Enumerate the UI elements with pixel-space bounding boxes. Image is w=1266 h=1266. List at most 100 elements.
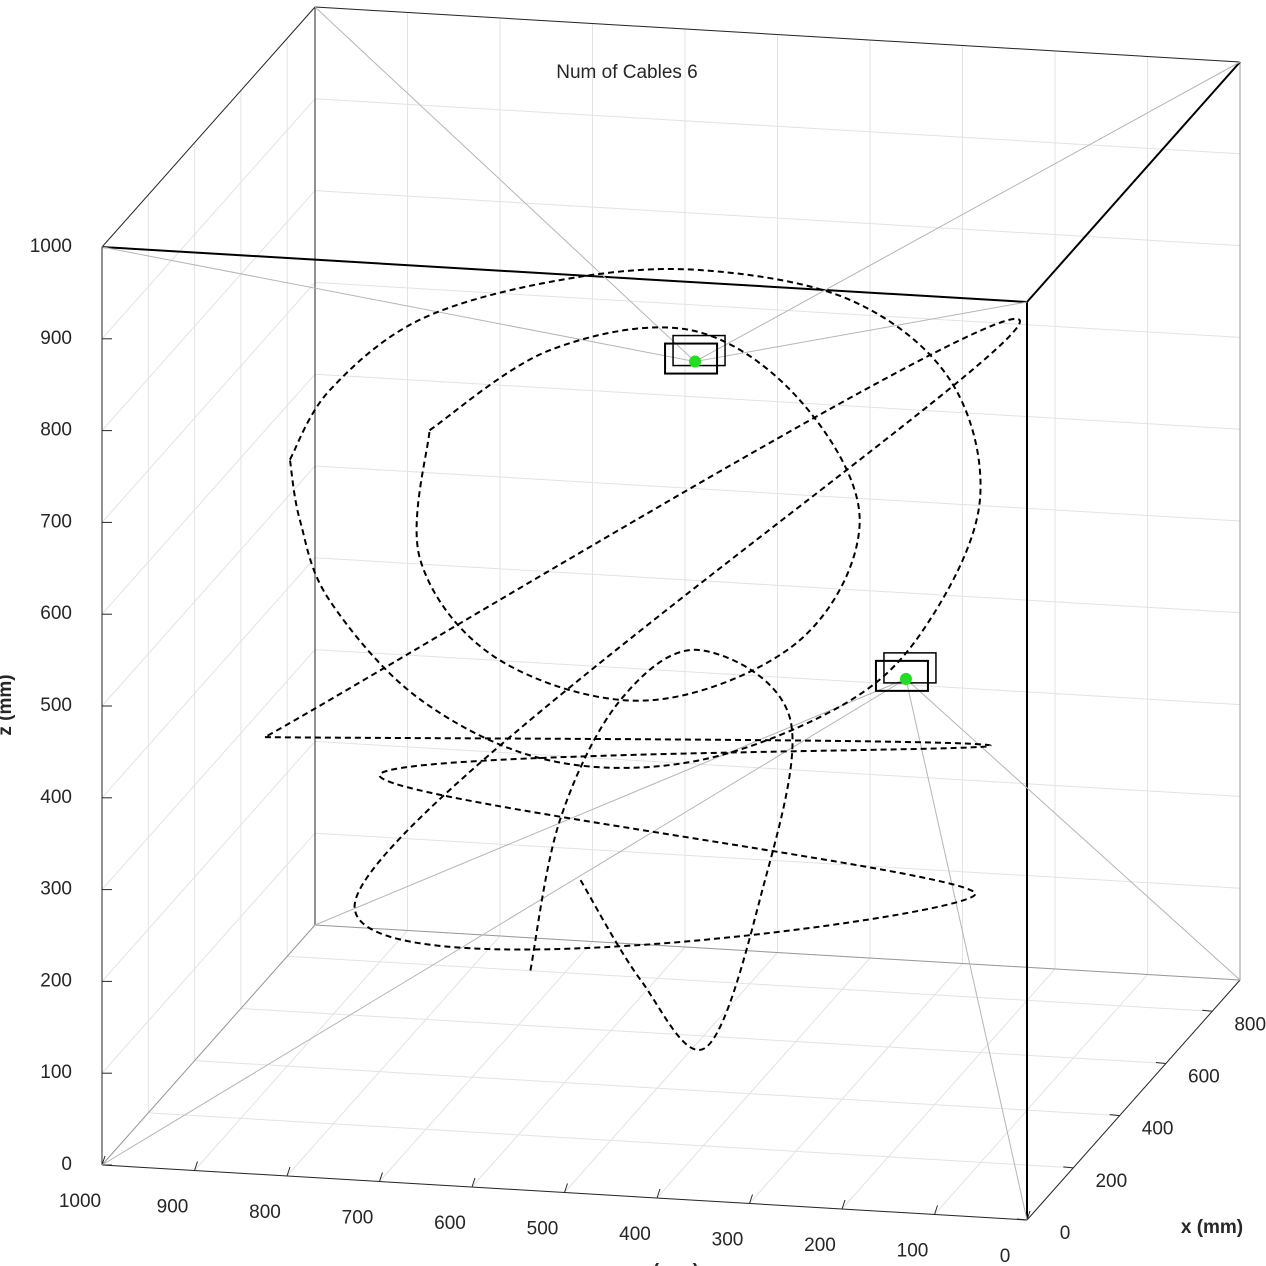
tick-mark — [286, 1166, 291, 1177]
tick-mark — [564, 1183, 568, 1193]
platform-box — [664, 342, 719, 375]
y-tick-label: 900 — [157, 1197, 189, 1218]
grid-line — [934, 974, 1148, 1215]
grid-line — [749, 963, 963, 1204]
cable-trajectory — [415, 326, 861, 702]
cable — [314, 6, 696, 362]
cable-trajectory — [288, 268, 982, 769]
grid-line — [314, 557, 1241, 614]
y-tick-label: 300 — [712, 1230, 744, 1251]
z-tick-label: 400 — [40, 787, 72, 808]
box-edge — [1026, 979, 1241, 1221]
z-tick-label: 100 — [40, 1062, 72, 1083]
cable — [694, 61, 1241, 363]
cable — [905, 678, 1241, 981]
plot-area — [101, 6, 1241, 1221]
grid-line — [101, 557, 316, 799]
y-axis-label: y (mm) — [637, 1261, 699, 1266]
cable — [314, 678, 907, 926]
grid-line — [314, 98, 1241, 155]
x-tick-label: 400 — [1142, 1119, 1174, 1140]
grid-line — [471, 946, 686, 1188]
box-edge — [314, 6, 1241, 63]
x-axis-label: x (mm) — [1181, 1217, 1243, 1238]
tick-mark — [1109, 1114, 1120, 1117]
axes-box — [101, 6, 1241, 1221]
tick-mark — [379, 1172, 383, 1182]
grid-line — [314, 740, 1241, 797]
tick-mark — [749, 1194, 753, 1204]
y-tick-label: 800 — [249, 1202, 281, 1223]
tick-mark — [1016, 1218, 1028, 1221]
cable — [694, 301, 1028, 363]
z-tick-label: 700 — [40, 511, 72, 532]
grid-line — [314, 281, 1241, 338]
box-edge — [314, 924, 1241, 981]
grid-line — [101, 649, 316, 890]
grid-line — [841, 968, 1056, 1210]
box-edge — [101, 246, 1028, 303]
tick-mark — [1026, 1210, 1031, 1221]
tick-mark — [194, 1161, 198, 1171]
box-edge — [1026, 61, 1241, 303]
tick-mark — [1202, 1009, 1213, 1012]
y-tick-label: 200 — [804, 1235, 836, 1256]
z-tick-label: 900 — [40, 328, 72, 349]
grid-line — [314, 832, 1241, 889]
z-tick-label: 1000 — [30, 236, 72, 257]
z-tick-label: 600 — [40, 603, 72, 624]
grid-line — [101, 741, 316, 982]
tick-mark — [471, 1177, 476, 1188]
cable-trajectory — [264, 317, 1021, 951]
y-tick-label: 100 — [897, 1241, 929, 1262]
x-tick-label: 800 — [1234, 1014, 1266, 1035]
tick-mark — [1063, 1166, 1074, 1169]
platform — [689, 355, 702, 368]
grid-line — [314, 649, 1241, 706]
x-tick-label: 0 — [1060, 1223, 1071, 1244]
chart-title: Num of Cables 6 — [556, 62, 698, 83]
grid-line — [101, 98, 316, 340]
y-tick-label: 400 — [619, 1224, 651, 1245]
z-tick-label: 0 — [61, 1154, 72, 1175]
y-tick-label: 0 — [1000, 1246, 1011, 1266]
cable — [905, 678, 1028, 1221]
tick-mark — [841, 1199, 846, 1210]
box-edge — [101, 924, 316, 1166]
x-tick-label: 600 — [1188, 1066, 1220, 1087]
tick-mark — [656, 1188, 661, 1199]
cable — [101, 246, 696, 363]
z-tick-label: 800 — [40, 420, 72, 441]
x-tick-label: 200 — [1095, 1171, 1127, 1192]
grid-line — [314, 465, 1241, 522]
tick-mark — [1155, 1061, 1166, 1064]
grid-line — [194, 930, 408, 1171]
grid-line — [379, 941, 593, 1182]
tick-mark — [934, 1205, 938, 1215]
platform-box — [874, 659, 929, 692]
y-tick-label: 500 — [527, 1219, 559, 1240]
grid-line — [101, 190, 316, 431]
labels: 0 100 200 300 400 500 600 700 800 900 1000 0 100 200 3… — [30, 236, 1266, 1266]
grid-line — [564, 952, 778, 1193]
y-tick-label: 600 — [434, 1213, 466, 1234]
z-tick-label: 300 — [40, 879, 72, 900]
z-tick-label: 500 — [40, 695, 72, 716]
platform — [899, 672, 912, 685]
cable — [101, 678, 907, 1166]
tick-mark — [101, 1155, 106, 1166]
grid-line — [286, 935, 501, 1177]
z-tick-label: 200 — [40, 970, 72, 991]
grid-line — [101, 282, 316, 523]
grid-line — [656, 957, 871, 1199]
y-tick-label: 700 — [342, 1208, 374, 1229]
y-tick-label: 1000 — [59, 1191, 101, 1212]
box-edge — [101, 6, 316, 248]
grid-line — [101, 373, 316, 615]
grid-line — [101, 832, 316, 1074]
z-axis-label: z (mm) — [0, 674, 16, 735]
grid-line — [101, 465, 316, 707]
grid-line — [314, 373, 1241, 430]
